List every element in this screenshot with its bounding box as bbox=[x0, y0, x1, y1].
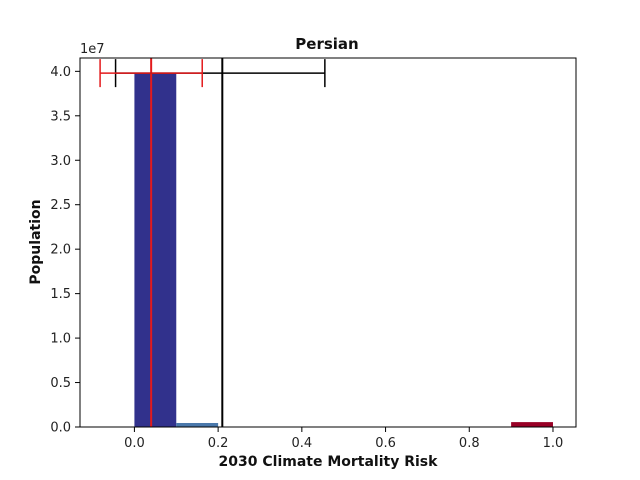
x-tick-label-5: 1.0 bbox=[543, 436, 564, 451]
y-axis: 0.0 0.5 1.0 1.5 2.0 2.5 3.0 3.5 4.0 bbox=[50, 65, 80, 436]
histogram-bar-1 bbox=[176, 422, 219, 427]
x-tick-label-3: 0.6 bbox=[375, 436, 396, 451]
bars-layer bbox=[134, 73, 553, 427]
y-tick-label-6: 3.0 bbox=[50, 154, 71, 169]
chart-title: Persian bbox=[295, 35, 358, 53]
y-tick-label-7: 3.5 bbox=[50, 109, 71, 124]
x-tick-label-4: 0.8 bbox=[459, 436, 480, 451]
y-axis-title: Population bbox=[28, 199, 44, 284]
y-tick-label-2: 1.0 bbox=[50, 332, 71, 347]
x-axis: 0.0 0.2 0.4 0.6 0.8 1.0 bbox=[124, 427, 563, 451]
y-tick-label-3: 1.5 bbox=[50, 287, 71, 302]
histogram-bar-2 bbox=[511, 422, 553, 427]
y-tick-label-4: 2.0 bbox=[50, 243, 71, 258]
lines-layer bbox=[99, 58, 326, 427]
x-tick-label-1: 0.2 bbox=[208, 436, 229, 451]
x-tick-label-0: 0.0 bbox=[124, 436, 145, 451]
plot-frame bbox=[79, 57, 577, 428]
x-axis-title: 2030 Climate Mortality Risk bbox=[219, 454, 439, 470]
y-tick-label-8: 4.0 bbox=[50, 65, 71, 80]
x-tick-label-2: 0.4 bbox=[291, 436, 312, 451]
y-tick-label-1: 0.5 bbox=[50, 376, 71, 391]
y-scale-label: 1e7 bbox=[80, 42, 105, 57]
y-tick-label-0: 0.0 bbox=[50, 421, 71, 436]
histogram-bar-0 bbox=[134, 73, 177, 427]
y-tick-label-5: 2.5 bbox=[50, 198, 71, 213]
